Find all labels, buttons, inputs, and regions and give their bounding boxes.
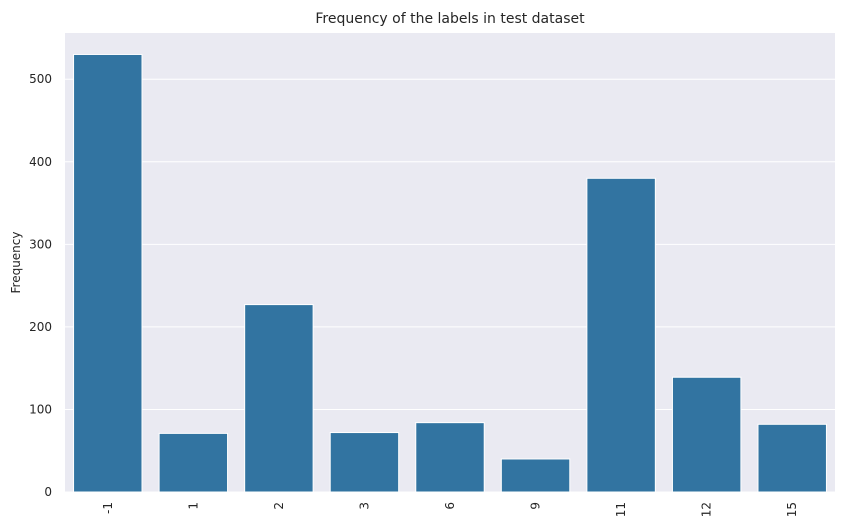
y-tick-label: 300 — [29, 237, 52, 251]
y-axis-label: Frequency — [9, 232, 23, 294]
x-tick-label: 2 — [272, 502, 286, 510]
y-tick-labels: 0 100 200 300 400 500 — [29, 72, 52, 499]
bar-2 — [244, 304, 314, 493]
x-tick-label: -1 — [101, 502, 115, 514]
x-tick-label: 9 — [529, 502, 543, 510]
chart-title: Frequency of the labels in test dataset — [315, 11, 585, 27]
x-tick-label: 6 — [443, 502, 457, 510]
bar--1 — [73, 53, 143, 493]
y-tick-label: 200 — [29, 320, 52, 334]
bar-12 — [671, 376, 742, 493]
x-tick-label: 12 — [700, 502, 714, 517]
y-tick-label: 100 — [29, 402, 52, 416]
bar-3 — [329, 432, 400, 493]
bars-group — [73, 53, 827, 493]
y-tick-label: 500 — [29, 72, 52, 86]
bar-15 — [757, 423, 827, 493]
x-tick-labels: -1 1 2 3 6 9 11 12 15 — [101, 502, 799, 517]
x-tick-label: 11 — [614, 502, 628, 517]
x-tick-label: 3 — [357, 502, 371, 510]
bar-11 — [586, 177, 656, 493]
bar-9 — [500, 458, 571, 493]
x-tick-label: 1 — [186, 502, 200, 510]
y-tick-label: 0 — [44, 485, 52, 499]
bar-1 — [158, 432, 229, 493]
y-tick-label: 400 — [29, 155, 52, 169]
bar-6 — [415, 422, 485, 493]
x-tick-label: 15 — [785, 502, 799, 517]
